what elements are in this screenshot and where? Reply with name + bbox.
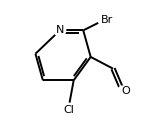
Circle shape	[98, 13, 111, 26]
Text: O: O	[121, 86, 130, 96]
Circle shape	[118, 86, 127, 96]
Text: N: N	[56, 25, 64, 35]
Circle shape	[54, 25, 66, 36]
Text: Br: Br	[100, 15, 113, 25]
Text: Cl: Cl	[63, 105, 74, 115]
Circle shape	[63, 103, 74, 115]
